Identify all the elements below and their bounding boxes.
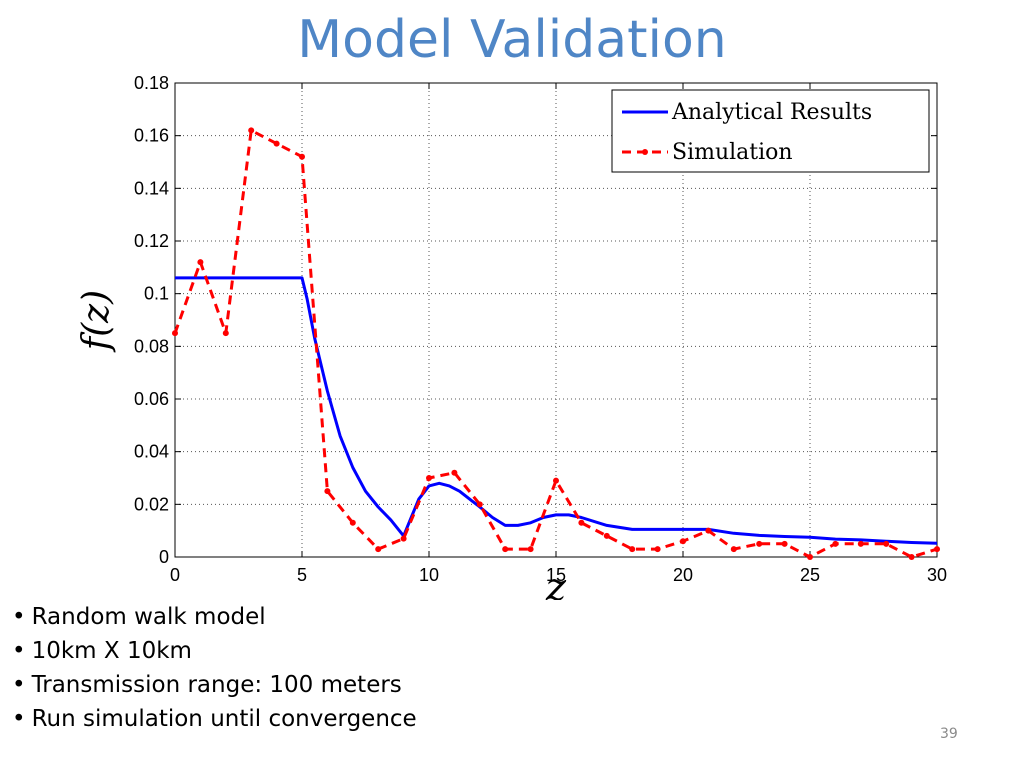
y-tick-label: 0.14 [134, 178, 169, 198]
y-tick-label: 0.06 [134, 389, 169, 409]
simulation-point [705, 527, 712, 534]
y-tick-label: 0.08 [134, 336, 169, 356]
x-tick-label: 20 [673, 565, 693, 585]
simulation-point [349, 519, 356, 526]
simulation-point [426, 475, 432, 481]
bullet-item: 10km X 10km [12, 634, 417, 668]
x-tick-label: 25 [800, 565, 820, 585]
simulation-point [172, 330, 178, 337]
simulation-point [781, 540, 788, 547]
series-lines [172, 127, 940, 560]
simulation-point [324, 488, 331, 495]
legend-label: Analytical Results [671, 100, 872, 125]
line-chart: 0 5 10 15 20 25 30 0 0.02 0.04 0.06 0.08 0.1 0.12 0.14… [76, 73, 947, 600]
y-tick-label: 0 [159, 547, 169, 567]
simulation-point [527, 546, 534, 553]
grid-lines [175, 83, 937, 557]
x-tick-label: 15 [546, 565, 566, 585]
simulation-point [603, 532, 610, 539]
y-tick-label: 0.18 [134, 73, 169, 93]
simulation-point [553, 477, 559, 484]
simulation-point [476, 501, 483, 508]
bullet-item: Random walk model [12, 600, 417, 634]
simulation-point [400, 535, 407, 542]
simulation-point [654, 546, 661, 553]
bullet-item: Run simulation until convergence [12, 702, 417, 736]
y-tick-label: 0.04 [134, 442, 169, 462]
simulation-point [578, 519, 585, 526]
simulation-point [222, 330, 229, 337]
simulation-point [248, 127, 255, 134]
simulation-point [451, 469, 458, 476]
y-tick-label: 0.12 [134, 231, 169, 251]
simulation-point [934, 546, 940, 553]
slide-title: Model Validation [297, 10, 727, 70]
simulation-point [502, 546, 509, 553]
page-number: 39 [940, 726, 958, 742]
simulation-point [807, 554, 813, 560]
x-tick-label: 10 [419, 565, 439, 585]
x-axis-label: z [545, 565, 567, 600]
simulation-point [629, 546, 636, 553]
simulation-point [375, 546, 382, 553]
legend: Analytical Results Simulation [611, 89, 930, 173]
simulation-point [832, 540, 839, 547]
simulation-point [299, 153, 305, 160]
y-tick-label: 0.16 [134, 126, 169, 146]
simulation-point [273, 140, 280, 147]
y-axis-label: f(z) [76, 290, 117, 353]
simulation-point [680, 538, 686, 545]
legend-marker [642, 149, 648, 155]
x-tick-label: 5 [297, 565, 307, 585]
y-tick-label: 0.02 [134, 494, 169, 514]
analytical-results-line [175, 276, 938, 545]
simulation-point [908, 554, 915, 560]
x-tick-label: 30 [927, 565, 947, 585]
legend-label: Simulation [672, 140, 793, 165]
simulation-point [197, 259, 204, 266]
simulation-point [756, 540, 763, 547]
bullet-item: Transmission range: 100 meters [12, 668, 417, 702]
x-tick-label: 0 [170, 565, 180, 585]
axis-ticks: 0 5 10 15 20 25 30 0 0.02 0.04 0.06 0.08 0.1 0.12 0.14… [134, 73, 947, 585]
simulation-point [857, 540, 864, 547]
simulation-point [883, 540, 890, 547]
legend-box [611, 89, 930, 173]
y-tick-label: 0.1 [144, 284, 169, 304]
simulation-point [730, 546, 737, 553]
bullet-list: Random walk model 10km X 10km Transmissi… [12, 600, 417, 736]
